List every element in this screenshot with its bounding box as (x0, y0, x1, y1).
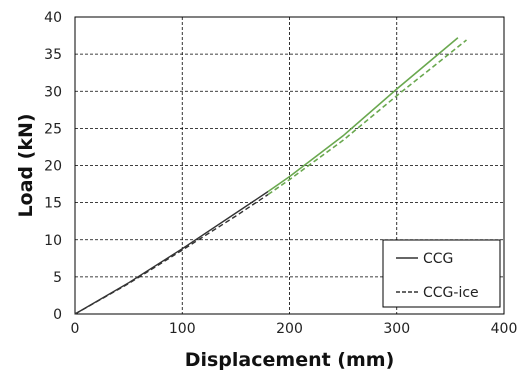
x-tick-label: 0 (71, 321, 80, 337)
y-axis-title: Load (kN) (15, 113, 37, 217)
series-line-0-extended (267, 37, 459, 193)
series-line-1-initial (74, 193, 269, 315)
y-tick-label: 30 (44, 84, 62, 100)
y-tick-label: 20 (44, 159, 62, 175)
y-tick-label: 40 (44, 10, 62, 26)
legend-box (382, 239, 501, 308)
x-tick-label: 200 (276, 321, 303, 337)
legend: CCG CCG-ice (382, 239, 501, 308)
legend-label-ccg-ice: CCG-ice (423, 285, 479, 301)
y-tick-label: 0 (53, 307, 62, 323)
x-tick-label: 100 (169, 321, 196, 337)
x-tick-label: 300 (383, 321, 410, 337)
y-tick-label: 15 (44, 196, 62, 212)
series-layer (74, 37, 467, 315)
y-tick-label: 5 (53, 270, 62, 286)
x-tick-label: 400 (491, 321, 518, 337)
y-tick-label: 35 (44, 47, 62, 63)
y-tick-label: 25 (44, 121, 62, 137)
tick-labels: 0 100 200 300 400 0 5 10 15 20 25 30 35 40 (44, 10, 517, 337)
series-line-1-extended (267, 39, 467, 196)
legend-label-ccg: CCG (423, 251, 453, 267)
y-tick-label: 10 (44, 233, 62, 249)
x-axis-title: Displacement (mm) (185, 349, 395, 371)
